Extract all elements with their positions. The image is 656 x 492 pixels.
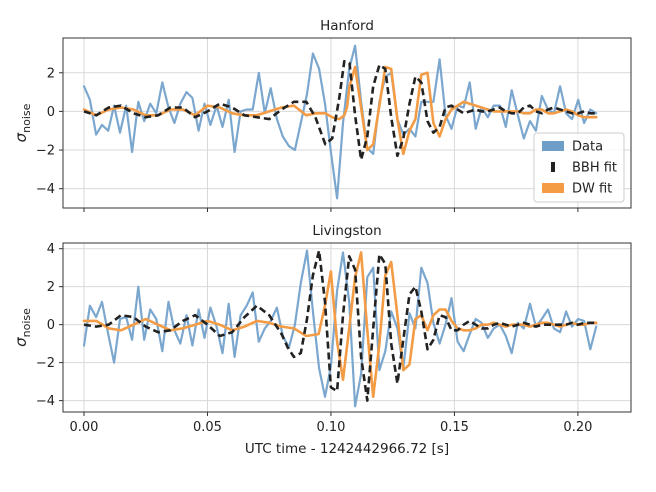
series-line-bbh-fit — [83, 249, 597, 402]
x-tick-label: 0.00 — [70, 420, 99, 435]
y-tick-label: 0 — [47, 318, 55, 333]
subplot-livingston: −4 −2 0 2 4 0.00 0.05 0.10 0.15 0.20 Livingston σno… — [12, 223, 632, 457]
series-line-data — [82, 44, 598, 200]
x-tick-label: 0.20 — [563, 420, 592, 435]
legend-swatch-data — [542, 141, 564, 151]
legend-label-data: Data — [572, 140, 603, 155]
y-tick-label: 0 — [47, 105, 55, 120]
x-tick-label: 0.05 — [193, 420, 222, 435]
y-tick-label: −2 — [36, 144, 55, 159]
x-tick-label: 0.10 — [316, 420, 345, 435]
axes-frame — [62, 37, 632, 209]
subplot-hanford: −4 −2 0 2 Hanford σnoise Data BBH fit DW fit — [12, 18, 632, 212]
subplot-title: Livingston — [312, 223, 381, 239]
series-group — [82, 44, 598, 200]
x-axis-label: UTC time - 1242442966.72 [s] — [245, 441, 449, 457]
series-line-data — [82, 249, 598, 408]
axes-frame — [62, 242, 632, 413]
y-tick-label: −4 — [36, 182, 55, 197]
legend-swatch-bbh-fit — [551, 162, 555, 172]
series-line-bbh-fit — [83, 59, 597, 161]
y-tick-label: −4 — [36, 394, 55, 409]
x-tick-label: 0.15 — [440, 420, 469, 435]
y-tick-label: 2 — [47, 66, 55, 81]
legend: Data BBH fit DW fit — [533, 132, 625, 203]
legend-swatch-dw-fit — [542, 183, 564, 193]
series-line-dw-fit — [82, 251, 598, 399]
series-group — [82, 249, 598, 408]
legend-label-dw-fit: DW fit — [572, 182, 612, 197]
y-tick-label: −2 — [36, 356, 55, 371]
y-tick-label: 2 — [47, 280, 55, 295]
subplot-title: Hanford — [320, 18, 374, 34]
legend-label-bbh-fit: BBH fit — [572, 161, 617, 176]
y-tick-label: 4 — [47, 242, 55, 257]
series-line-dw-fit — [82, 65, 598, 156]
y-axis-label: σnoise — [12, 103, 33, 142]
y-axis-label: σnoise — [12, 308, 33, 347]
